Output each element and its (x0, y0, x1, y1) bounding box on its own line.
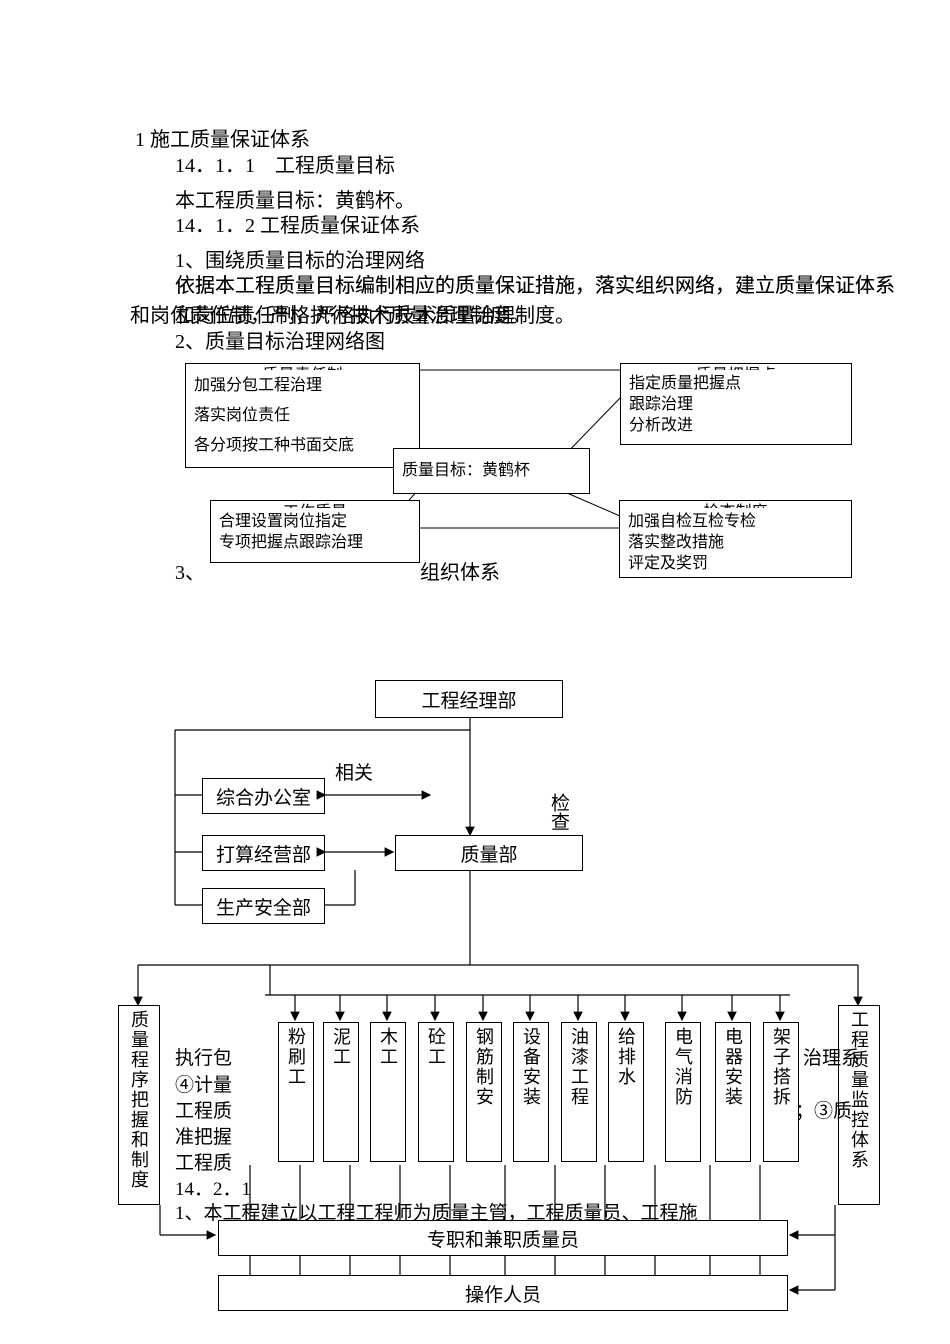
label-related: 相关 (335, 760, 373, 789)
d2-bottom2: 操作人员 (218, 1275, 788, 1311)
d2-left3: 生产安全部 (202, 888, 325, 924)
worker-box: 电器安装 (715, 1022, 751, 1162)
worker-box: 电气消防 (665, 1022, 701, 1162)
worker-box: 泥工 (323, 1022, 359, 1162)
worker-box: 设备安装 (513, 1022, 549, 1162)
mid-l3: 工程质 (175, 1098, 232, 1127)
worker-label: 架子搭拆 (770, 1027, 792, 1107)
mid-r1: 治理系 (803, 1045, 860, 1074)
worker-box: 油漆工程 (561, 1022, 597, 1162)
worker-label: 油漆工程 (568, 1027, 590, 1107)
worker-label: 给排水 (615, 1027, 637, 1087)
worker-label: 钢筋制安 (473, 1027, 495, 1107)
d2-top: 工程经理部 (375, 680, 563, 718)
worker-label: 粉刷工 (285, 1027, 307, 1087)
worker-box: 粉刷工 (278, 1022, 314, 1162)
worker-box: 架子搭拆 (763, 1022, 799, 1162)
worker-label: 砼工 (425, 1027, 447, 1067)
worker-box: 砼工 (418, 1022, 454, 1162)
mid-l1: 执行包 (175, 1045, 232, 1074)
d2-left1: 综合办公室 (202, 778, 325, 814)
d2-left2: 打算经营部 (202, 835, 325, 871)
label-check: 检查 (545, 793, 572, 831)
d2-left-tall-text: 质量程序把握和制度 (125, 1010, 153, 1190)
mid-l5: 工程质 (175, 1150, 232, 1179)
mid-l4: 准把握 (175, 1124, 232, 1153)
worker-label: 电器安装 (722, 1027, 744, 1107)
worker-label: 泥工 (330, 1027, 352, 1067)
mid-l2: ④计量 (175, 1072, 232, 1101)
worker-label: 设备安装 (520, 1027, 542, 1107)
worker-box: 给排水 (608, 1022, 644, 1162)
d2-right-tall-text: 工程质量监控体系 (845, 1010, 873, 1170)
mid-r2: ；③质 (795, 1098, 852, 1127)
worker-label: 木工 (377, 1027, 399, 1067)
worker-box: 木工 (370, 1022, 406, 1162)
worker-box: 钢筋制安 (466, 1022, 502, 1162)
d2-quality-dept: 质量部 (395, 835, 583, 871)
d2-left-tall: 质量程序把握和制度 (118, 1005, 160, 1205)
worker-label: 电气消防 (672, 1027, 694, 1107)
d2-bottom1: 专职和兼职质量员 (218, 1220, 788, 1256)
